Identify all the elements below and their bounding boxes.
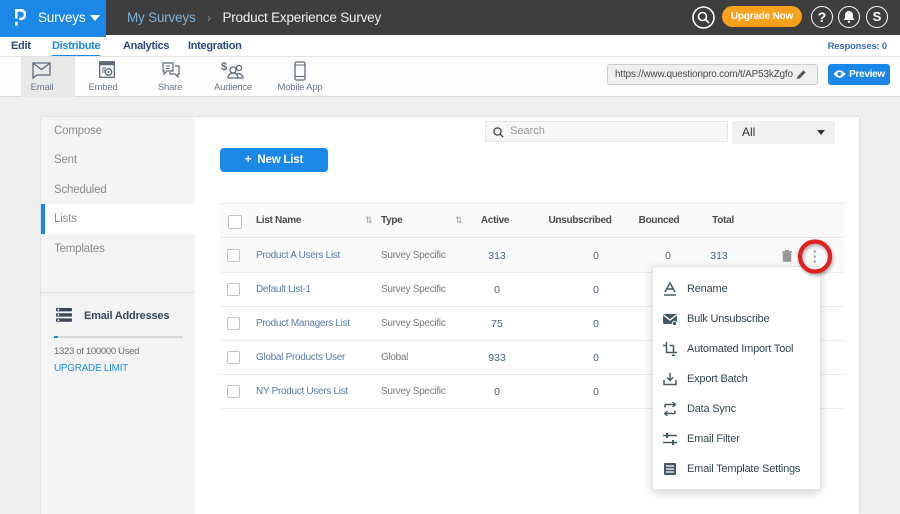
svg-text:$: $ <box>221 61 227 73</box>
